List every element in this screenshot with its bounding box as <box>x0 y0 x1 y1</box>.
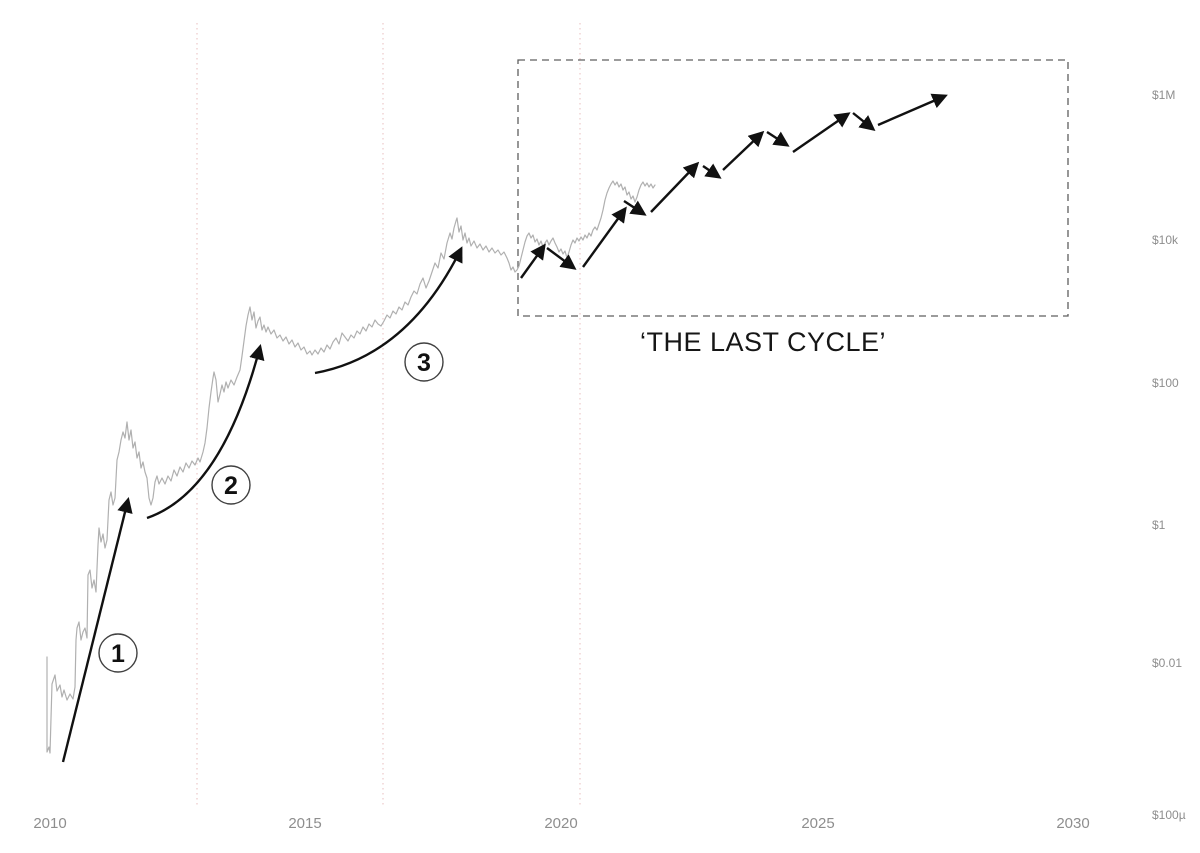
cycle-3-trend-arrow <box>314 246 463 375</box>
x-tick-2030: 2030 <box>1056 815 1089 832</box>
y-tick-$0.01: $0.01 <box>1152 656 1182 670</box>
cycle-2-number: 2 <box>224 472 238 500</box>
projection-arrow-8 <box>766 130 790 147</box>
y-tick-$1: $1 <box>1152 518 1166 532</box>
last-cycle-label: ‘THE LAST CYCLE’ <box>639 327 887 357</box>
y-tick-$100: $100 <box>1152 376 1179 390</box>
projection-arrow-5 <box>650 161 700 213</box>
y-tick-$1M: $1M <box>1152 88 1175 102</box>
projection-arrow-4 <box>623 199 647 216</box>
cycle-3-circle <box>404 342 444 382</box>
projection-arrow-6 <box>702 163 722 179</box>
projection-arrow-7 <box>722 130 765 171</box>
projection-arrow-3 <box>582 206 627 268</box>
y-tick-$100µ: $100µ <box>1152 808 1186 822</box>
last-cycle-dashed-box <box>517 59 1069 317</box>
cycle-1-trend-arrow <box>61 496 133 763</box>
projection-arrow-9 <box>792 112 851 153</box>
projection-arrow-11 <box>877 93 948 127</box>
x-tick-2025: 2025 <box>801 815 834 832</box>
cycle-2-trend-arrow <box>146 343 265 520</box>
x-tick-2015: 2015 <box>288 815 321 832</box>
cycle-1-circle <box>98 633 138 673</box>
cycle-3-number: 3 <box>417 349 431 377</box>
x-tick-2010: 2010 <box>33 815 66 832</box>
cycle-1-number: 1 <box>111 640 125 668</box>
projection-arrow-10 <box>852 112 876 131</box>
y-tick-$10k: $10k <box>1152 233 1179 247</box>
btc-price-history-line <box>46 180 656 754</box>
projection-arrow-1 <box>520 243 546 279</box>
projection-arrow-2 <box>546 247 577 270</box>
x-tick-2020: 2020 <box>544 815 577 832</box>
cycle-2-circle <box>211 465 251 505</box>
